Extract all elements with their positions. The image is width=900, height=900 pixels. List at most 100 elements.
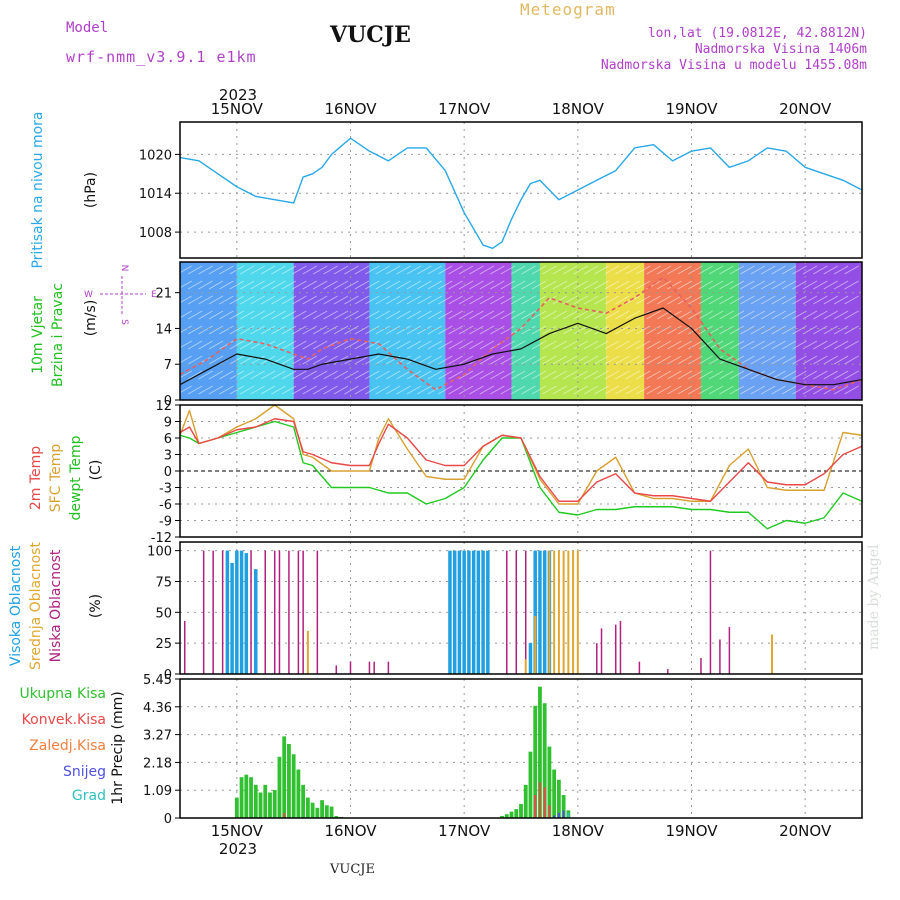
wind-barb	[583, 355, 599, 365]
wind-barb	[427, 370, 443, 380]
wind-barb	[594, 265, 609, 275]
cloud-high-bar	[452, 550, 457, 674]
wind-barb	[521, 355, 536, 365]
wind-barb	[635, 265, 651, 275]
day-label-top: 18NOV	[552, 100, 605, 118]
wind-barb	[479, 295, 495, 305]
cloud-low-bar	[221, 550, 224, 674]
cloud-mid-bar	[548, 550, 551, 674]
wind-barb	[281, 295, 297, 305]
wind-barb	[438, 385, 453, 395]
wind-barb	[761, 385, 776, 395]
wind-barb	[406, 310, 422, 320]
day-label-bottom: 15NOV	[211, 822, 264, 840]
wind-barb	[271, 280, 286, 290]
wind-barb	[813, 265, 828, 275]
wind-barb	[417, 280, 432, 290]
wind-barb	[208, 280, 224, 290]
wind-panel-label-2: Brzina i Pravac	[50, 283, 66, 387]
wind-barb	[521, 310, 536, 320]
wind-barb	[677, 385, 693, 395]
wind-barb	[802, 355, 818, 365]
temp-tick-label: -6	[159, 498, 172, 513]
wind-unit-label: (m/s)	[83, 300, 99, 337]
wind-barb	[500, 385, 515, 395]
wind-barb	[656, 370, 672, 380]
wind-barb	[354, 265, 370, 275]
wind-barb	[208, 385, 224, 395]
wind-barb	[823, 325, 838, 335]
wind-barb	[552, 310, 568, 320]
wind-barb	[406, 295, 422, 305]
wind-barb	[479, 325, 495, 335]
wind-barb	[260, 295, 276, 305]
wind-barb	[292, 265, 307, 275]
cloud-high-bar	[481, 550, 485, 674]
wind-barb	[563, 370, 578, 380]
wind-barb	[583, 340, 599, 350]
wind-barb	[635, 355, 651, 365]
precip-rain-bar	[253, 784, 258, 818]
wind-barb	[802, 295, 818, 305]
wind-barb	[427, 295, 443, 305]
wind-barb	[417, 370, 432, 380]
wind-barb	[646, 370, 661, 380]
wind-barb	[542, 310, 557, 320]
wind-barb	[677, 280, 693, 290]
wind-barb	[187, 385, 203, 395]
wind-barb	[510, 310, 526, 320]
wind-tick-label: 0	[164, 394, 172, 409]
wind-barb	[625, 340, 640, 350]
wind-barb	[427, 355, 443, 365]
wind-barb	[573, 385, 588, 395]
wind-barb	[333, 310, 349, 320]
wind-barb	[469, 310, 484, 320]
day-label-top: 19NOV	[665, 100, 718, 118]
wind-barb	[833, 370, 849, 380]
wind-barb	[198, 310, 213, 320]
lonlat-label: lon,lat (19.0812E, 42.8812N)	[647, 26, 867, 41]
cloud-high-bar	[244, 553, 249, 674]
cloud-low-bar	[316, 550, 319, 674]
wind-barb	[833, 295, 849, 305]
wind-barb	[187, 295, 203, 305]
wind-barb	[396, 280, 411, 290]
wind-barb	[771, 340, 786, 350]
wind-barb	[604, 385, 620, 395]
wind-barb	[385, 280, 401, 290]
wind-barb	[552, 385, 568, 395]
wind-barb	[344, 310, 359, 320]
wind-barb	[302, 385, 317, 395]
wind-barb	[469, 340, 484, 350]
wind-barb	[219, 265, 234, 275]
cloud-label-high: Visoka Oblacnost	[8, 545, 24, 666]
wind-barb	[844, 325, 859, 335]
wind-barb	[333, 265, 349, 275]
cloud-tick-label: 100	[147, 545, 172, 560]
wind-barb	[688, 370, 703, 380]
wind-barb	[761, 280, 776, 290]
precip-legend-item: Konvek.Kisa	[22, 712, 106, 728]
year-label-top: 2023	[219, 86, 257, 104]
precip-rain-bar	[561, 795, 566, 818]
cloud-high-bar	[225, 550, 230, 674]
wind-barb	[740, 280, 755, 290]
wind-barb	[521, 265, 536, 275]
wind-barb	[510, 355, 526, 365]
wind-barb	[417, 310, 432, 320]
wind-barb	[198, 325, 213, 335]
wind-barb	[781, 385, 797, 395]
wind-barb	[761, 310, 776, 320]
wind-barb	[823, 280, 838, 290]
wind-barb	[813, 385, 828, 395]
wind-barb	[646, 385, 661, 395]
wind-barb	[458, 280, 474, 290]
wind-barb	[719, 265, 734, 275]
wind-barb	[375, 295, 390, 305]
wind-barb	[438, 295, 453, 305]
wind-barb	[458, 385, 474, 395]
wind-barb	[438, 370, 453, 380]
wind-barb	[792, 325, 807, 335]
wind-barb	[583, 295, 599, 305]
wind-barb	[385, 310, 401, 320]
